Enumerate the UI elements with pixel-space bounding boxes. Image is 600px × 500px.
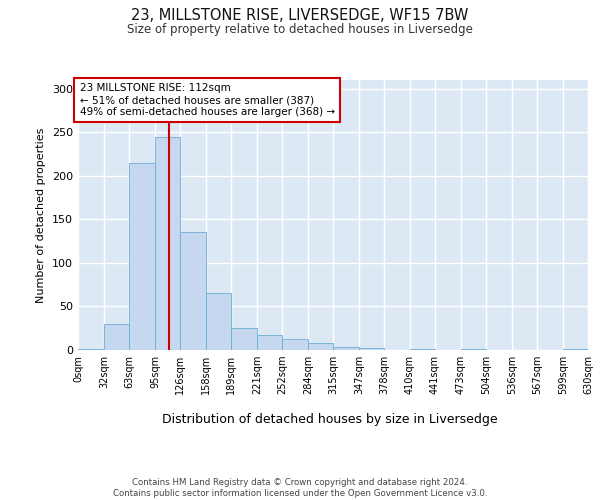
Bar xyxy=(410,349,435,350)
Text: Contains HM Land Registry data © Crown copyright and database right 2024.
Contai: Contains HM Land Registry data © Crown c… xyxy=(113,478,487,498)
Text: Distribution of detached houses by size in Liversedge: Distribution of detached houses by size … xyxy=(162,412,498,426)
Bar xyxy=(129,162,155,350)
Bar xyxy=(231,328,257,350)
Bar xyxy=(333,346,359,350)
Bar xyxy=(104,324,129,350)
Bar xyxy=(78,349,104,350)
Bar xyxy=(257,335,282,350)
Bar xyxy=(282,338,308,350)
Text: 23 MILLSTONE RISE: 112sqm
← 51% of detached houses are smaller (387)
49% of semi: 23 MILLSTONE RISE: 112sqm ← 51% of detac… xyxy=(80,84,335,116)
Bar xyxy=(155,136,180,350)
Bar xyxy=(206,294,231,350)
Bar xyxy=(563,349,588,350)
Bar xyxy=(308,343,333,350)
Bar xyxy=(359,348,384,350)
Y-axis label: Number of detached properties: Number of detached properties xyxy=(37,128,46,302)
Bar xyxy=(461,349,486,350)
Text: 23, MILLSTONE RISE, LIVERSEDGE, WF15 7BW: 23, MILLSTONE RISE, LIVERSEDGE, WF15 7BW xyxy=(131,8,469,22)
Bar xyxy=(180,232,206,350)
Text: Size of property relative to detached houses in Liversedge: Size of property relative to detached ho… xyxy=(127,22,473,36)
